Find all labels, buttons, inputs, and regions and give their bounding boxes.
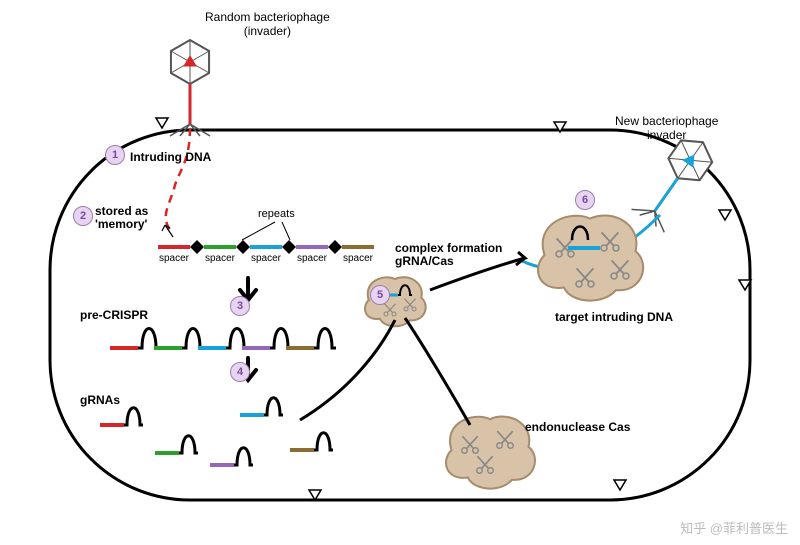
step-badge-5: 5 xyxy=(370,285,390,305)
watermark: 知乎 @菲利普医生 xyxy=(680,518,788,537)
step-badge-2: 2 xyxy=(73,206,93,226)
svg-text:spacer: spacer xyxy=(205,253,236,264)
label-target: target intruding DNA xyxy=(555,310,673,324)
svg-text:spacer: spacer xyxy=(343,253,374,264)
crispr-diagram: spacer spacer spacer spacer spacer xyxy=(0,0,800,545)
svg-text:spacer: spacer xyxy=(297,253,328,264)
label-complex: complex formationgRNA/Cas xyxy=(395,242,502,268)
label-precrispr: pre-CRISPR xyxy=(80,308,148,322)
label-intruding-dna: Intruding DNA xyxy=(130,150,211,164)
label-stored-memory: stored as'memory' xyxy=(95,205,148,231)
label-repeats: repeats xyxy=(258,208,295,220)
title-new-phage: New bacteriophageinvader xyxy=(615,114,718,143)
label-endonuclease: endonuclease Cas xyxy=(525,420,630,434)
svg-text:spacer: spacer xyxy=(159,253,190,264)
step-badge-4: 4 xyxy=(230,362,250,382)
step-badge-1: 1 xyxy=(105,145,125,165)
label-grnas: gRNAs xyxy=(80,393,120,407)
step-badge-3: 3 xyxy=(230,296,250,316)
svg-text:spacer: spacer xyxy=(251,253,282,264)
step-badge-6: 6 xyxy=(575,190,595,210)
title-random-phage: Random bacteriophage(invader) xyxy=(205,10,330,39)
